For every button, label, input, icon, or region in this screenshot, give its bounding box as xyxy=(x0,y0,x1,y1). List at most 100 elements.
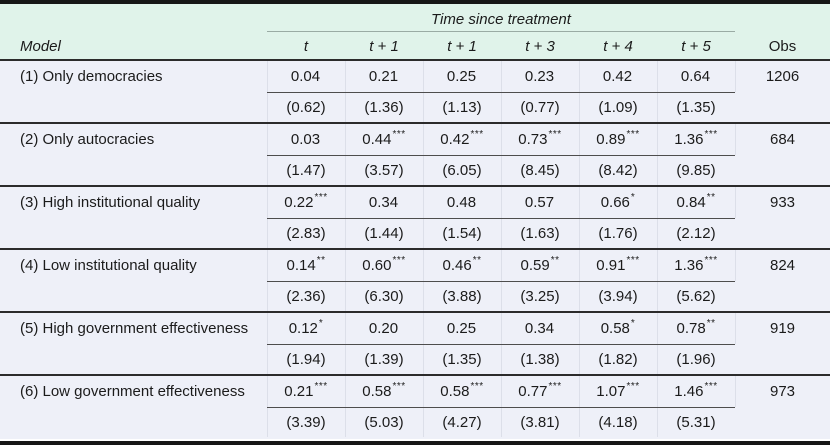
significance-stars: *** xyxy=(470,380,484,392)
coefficient-cell: 0.58 *** xyxy=(345,376,423,408)
model-name-cell: (4) Low institutional quality xyxy=(20,257,197,274)
time-col-header-t1b: t + 1 xyxy=(447,37,477,55)
tstat-cell: (1.76) xyxy=(579,219,657,248)
model-row-group: (5) High government effectiveness 0.12 * 0.… xyxy=(0,313,830,376)
tstat-cell: (2.83) xyxy=(267,219,345,248)
coefficient-value: 0.42 xyxy=(440,131,470,148)
coefficient-cell: 0.64 xyxy=(657,61,735,93)
coefficient-cell: 0.73 *** xyxy=(501,124,579,156)
coefficient-value: 0.14 xyxy=(286,257,316,274)
coefficient-value: 1.07 xyxy=(596,383,626,400)
model-name-cell: (3) High institutional quality xyxy=(20,194,201,211)
tstat-row: (1.94) (1.39) (1.35) (1.38) (1.82) (1.96) xyxy=(0,345,830,374)
significance-stars: * xyxy=(630,191,636,203)
coefficient-cell: 0.03 xyxy=(267,124,345,156)
coefficient-row: (5) High government effectiveness 0.12 * 0.… xyxy=(0,313,830,345)
coefficient-cell: 0.25 xyxy=(423,61,501,93)
tstat-cell: (1.96) xyxy=(657,345,735,374)
tstat-row: (0.62) (1.36) (1.13) (0.77) (1.09) (1.35) xyxy=(0,93,830,122)
coefficient-value: 0.58 xyxy=(362,383,392,400)
coefficient-value: 0.91 xyxy=(596,257,626,274)
coefficient-cell: 0.23 xyxy=(501,61,579,93)
coefficient-value: 0.48 xyxy=(446,194,477,211)
coefficient-row: (4) Low institutional quality 0.14 ** 0.60 *… xyxy=(0,250,830,282)
coefficient-value: 0.59 xyxy=(520,257,550,274)
tstat-cell: (1.38) xyxy=(501,345,579,374)
tstat-cell: (6.05) xyxy=(423,156,501,185)
coefficient-value: 0.21 xyxy=(284,383,314,400)
significance-stars: ** xyxy=(316,254,326,266)
coefficient-cell: 0.78 ** xyxy=(657,313,735,345)
coefficient-value: 0.23 xyxy=(524,68,555,85)
significance-stars: *** xyxy=(626,380,640,392)
significance-stars: ** xyxy=(706,317,716,329)
tstat-cell: (3.39) xyxy=(267,408,345,437)
tstat-cell: (8.42) xyxy=(579,156,657,185)
coefficient-value: 0.46 xyxy=(442,257,472,274)
model-row-group: (1) Only democracies 0.04 0.21 0.25 0.23 0.42… xyxy=(0,61,830,124)
significance-stars: ** xyxy=(706,191,716,203)
obs-cell: 973 xyxy=(735,376,830,408)
tstat-cell: (1.63) xyxy=(501,219,579,248)
tstat-cell: (3.94) xyxy=(579,282,657,311)
obs-cell: 933 xyxy=(735,187,830,219)
coefficient-value: 0.22 xyxy=(284,194,314,211)
coefficient-value: 0.04 xyxy=(290,68,321,85)
tstat-cell: (1.54) xyxy=(423,219,501,248)
tstat-cell: (5.03) xyxy=(345,408,423,437)
coefficient-value: 0.34 xyxy=(524,320,555,337)
significance-stars: * xyxy=(318,317,324,329)
coefficient-cell: 0.48 xyxy=(423,187,501,219)
coefficient-value: 0.89 xyxy=(596,131,626,148)
tstat-cell: (1.35) xyxy=(423,345,501,374)
coefficient-cell: 0.44 *** xyxy=(345,124,423,156)
coefficient-cell: 0.42 *** xyxy=(423,124,501,156)
model-row-group: (2) Only autocracies 0.03 0.44 *** 0.42 *** 0.… xyxy=(0,124,830,187)
model-column-header: Model xyxy=(20,37,61,55)
coefficient-cell: 0.58 *** xyxy=(423,376,501,408)
coefficient-cell: 0.89 *** xyxy=(579,124,657,156)
tstat-cell: (1.82) xyxy=(579,345,657,374)
model-row-group: (4) Low institutional quality 0.14 ** 0.60 *… xyxy=(0,250,830,313)
coefficient-cell: 0.57 xyxy=(501,187,579,219)
time-col-header-t1a: t + 1 xyxy=(369,37,399,55)
obs-column-header: Obs xyxy=(768,37,797,55)
coefficient-cell: 1.46 *** xyxy=(657,376,735,408)
model-row-group: (3) High institutional quality 0.22 *** 0.3… xyxy=(0,187,830,250)
coefficient-cell: 0.21 xyxy=(345,61,423,93)
coefficient-value: 0.78 xyxy=(676,320,706,337)
significance-stars: * xyxy=(630,317,636,329)
coefficient-cell: 0.34 xyxy=(345,187,423,219)
time-col-header-t3: t + 3 xyxy=(525,37,555,55)
tstat-cell: (3.57) xyxy=(345,156,423,185)
column-header-row: Model t t + 1 t + 1 t + 3 t + 4 t + 5 Ob… xyxy=(0,32,830,60)
coefficient-value: 0.84 xyxy=(676,194,706,211)
coefficient-value: 0.77 xyxy=(518,383,548,400)
significance-stars: *** xyxy=(548,128,562,140)
coefficient-cell: 0.34 xyxy=(501,313,579,345)
tstat-cell: (1.35) xyxy=(657,93,735,122)
coefficient-value: 0.44 xyxy=(362,131,392,148)
coefficient-value: 0.21 xyxy=(368,68,399,85)
significance-stars: *** xyxy=(548,380,562,392)
tstat-cell: (0.77) xyxy=(501,93,579,122)
coefficient-value: 0.42 xyxy=(602,68,633,85)
tstat-cell: (8.45) xyxy=(501,156,579,185)
tstat-cell: (1.36) xyxy=(345,93,423,122)
tstat-cell: (1.13) xyxy=(423,93,501,122)
tstat-cell: (1.44) xyxy=(345,219,423,248)
coefficient-value: 0.34 xyxy=(368,194,399,211)
obs-cell: 824 xyxy=(735,250,830,282)
coefficient-value: 0.58 xyxy=(600,320,630,337)
table-header: Time since treatment Model t t + 1 t + 1… xyxy=(0,4,830,61)
coefficient-value: 1.46 xyxy=(674,383,704,400)
obs-cell: 919 xyxy=(735,313,830,345)
coefficient-cell: 1.36 *** xyxy=(657,250,735,282)
coefficient-value: 0.20 xyxy=(368,320,399,337)
significance-stars: ** xyxy=(472,254,482,266)
tstat-cell: (5.31) xyxy=(657,408,735,437)
table-body: (1) Only democracies 0.04 0.21 0.25 0.23 0.42… xyxy=(0,61,830,439)
coefficient-cell: 0.60 *** xyxy=(345,250,423,282)
coefficient-cell: 0.22 *** xyxy=(267,187,345,219)
tstat-cell: (1.47) xyxy=(267,156,345,185)
